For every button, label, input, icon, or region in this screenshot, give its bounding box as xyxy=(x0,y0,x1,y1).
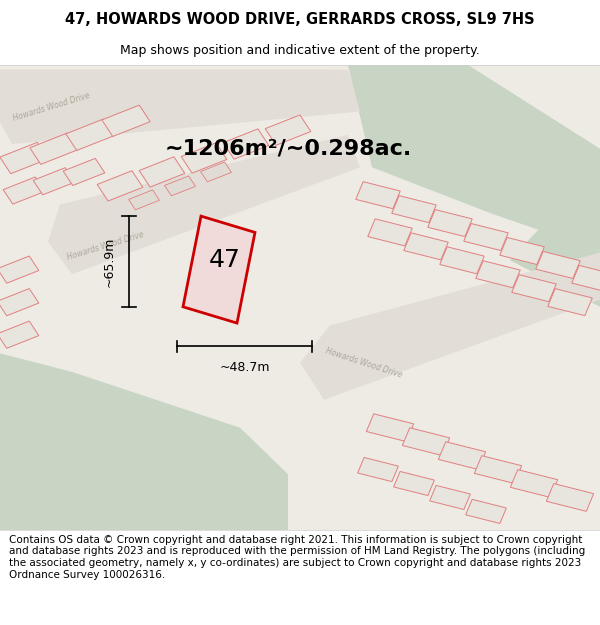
Polygon shape xyxy=(510,228,600,307)
Text: Howards Wood Drive: Howards Wood Drive xyxy=(12,91,91,123)
Text: ~65.9m: ~65.9m xyxy=(103,236,116,287)
Polygon shape xyxy=(63,158,105,186)
Polygon shape xyxy=(476,261,520,288)
Text: ~1206m²/~0.298ac.: ~1206m²/~0.298ac. xyxy=(164,139,412,159)
Polygon shape xyxy=(404,233,448,260)
Polygon shape xyxy=(33,168,75,195)
Polygon shape xyxy=(403,428,449,456)
Polygon shape xyxy=(348,65,600,251)
Polygon shape xyxy=(183,216,255,323)
Polygon shape xyxy=(102,105,150,136)
Polygon shape xyxy=(265,115,311,145)
Polygon shape xyxy=(0,353,288,530)
Polygon shape xyxy=(572,266,600,292)
Polygon shape xyxy=(223,129,269,159)
Polygon shape xyxy=(440,247,484,274)
Polygon shape xyxy=(0,142,48,174)
Polygon shape xyxy=(428,209,472,237)
Polygon shape xyxy=(464,224,508,251)
Text: Map shows position and indicative extent of the property.: Map shows position and indicative extent… xyxy=(120,44,480,58)
Polygon shape xyxy=(30,133,78,164)
Polygon shape xyxy=(394,471,434,496)
Polygon shape xyxy=(3,177,45,204)
Polygon shape xyxy=(0,289,39,316)
Polygon shape xyxy=(66,119,114,151)
Polygon shape xyxy=(300,251,600,400)
Polygon shape xyxy=(548,289,592,316)
Polygon shape xyxy=(128,190,160,210)
Polygon shape xyxy=(439,442,485,469)
Polygon shape xyxy=(181,143,227,173)
Polygon shape xyxy=(358,458,398,482)
Polygon shape xyxy=(0,256,39,283)
Polygon shape xyxy=(466,499,506,524)
Polygon shape xyxy=(392,196,436,222)
Polygon shape xyxy=(367,414,413,442)
Polygon shape xyxy=(512,274,556,302)
Polygon shape xyxy=(139,157,185,187)
Polygon shape xyxy=(536,251,580,279)
Polygon shape xyxy=(97,171,143,201)
Polygon shape xyxy=(0,321,39,348)
Polygon shape xyxy=(164,176,196,196)
Polygon shape xyxy=(500,238,544,264)
Text: Howards Wood Drive: Howards Wood Drive xyxy=(66,231,145,262)
Polygon shape xyxy=(0,69,360,144)
Polygon shape xyxy=(48,135,360,274)
Text: ~48.7m: ~48.7m xyxy=(219,361,270,374)
Polygon shape xyxy=(430,486,470,509)
Text: 47: 47 xyxy=(209,248,241,272)
Polygon shape xyxy=(200,162,232,182)
Text: 47, HOWARDS WOOD DRIVE, GERRARDS CROSS, SL9 7HS: 47, HOWARDS WOOD DRIVE, GERRARDS CROSS, … xyxy=(65,12,535,27)
Text: Howards Wood Drive: Howards Wood Drive xyxy=(324,346,403,379)
Polygon shape xyxy=(356,182,400,209)
Text: Contains OS data © Crown copyright and database right 2021. This information is : Contains OS data © Crown copyright and d… xyxy=(9,535,585,579)
Polygon shape xyxy=(547,484,593,511)
Polygon shape xyxy=(475,456,521,483)
Polygon shape xyxy=(368,219,412,246)
Polygon shape xyxy=(511,469,557,498)
Polygon shape xyxy=(0,69,348,139)
